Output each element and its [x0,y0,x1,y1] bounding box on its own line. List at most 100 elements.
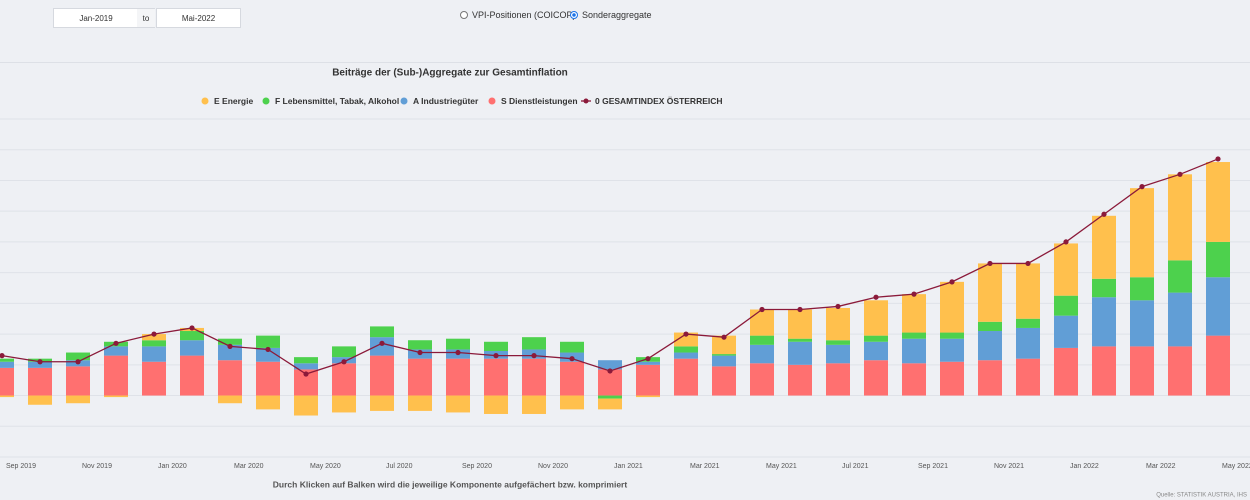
legend-label: A Industriegüter [413,96,479,106]
legend-label: F Lebensmittel, Tabak, Alkohol [275,96,399,106]
line-point [949,279,955,285]
x-tick-label: May 2021 [766,463,797,470]
bar-segment [636,364,660,396]
bar-segment [864,300,888,336]
radio-label: VPI-Positionen (COICOP) [472,10,576,20]
bar-segment [636,361,660,365]
line-point [645,356,651,362]
bar-segment [1206,241,1230,278]
bar-segment [712,354,736,356]
bar-segment [256,395,280,410]
bar-segment [978,321,1002,332]
radio-option[interactable]: VPI-Positionen (COICOP) [460,10,576,20]
line-point [341,359,347,365]
bar-segment [484,358,508,396]
bar-segment [1054,295,1078,316]
line-point [569,356,575,362]
bar-segment [560,361,584,396]
line-point [797,306,803,313]
bar-segment [864,360,888,396]
bar-segment [560,341,584,353]
bar-segment [1092,346,1116,396]
source: Quelle: STATISTIK AUSTRIA, IHS [1156,493,1247,499]
line-point [683,331,689,337]
bar-segment [104,395,128,398]
line-point [1025,260,1031,267]
bar-segment [522,358,546,396]
bar-segment [1092,215,1116,279]
bar-segment [1016,263,1040,319]
bar-segment [218,360,242,396]
bar-segment [66,395,90,404]
legend-label: E Energie [214,96,253,106]
bar-segment [332,346,356,358]
bar-segment [332,363,356,396]
bar-segment [750,335,774,345]
bar-segment [940,338,964,362]
separator [0,62,1250,63]
legend-marker [488,97,496,105]
bar-segment [294,357,318,364]
line-point [75,359,81,365]
radio-dot[interactable] [570,11,578,19]
line-point [1101,211,1107,217]
bar-segment [826,307,850,341]
bar-segment [940,281,964,333]
x-tick-label: Jul 2020 [386,463,413,470]
x-tick-label: May 2022 [1222,463,1250,470]
bar-segment [0,395,14,398]
bar-segment [864,341,888,361]
legend-label: S Dienstleistungen [501,96,578,106]
bar-segment [598,398,622,410]
bar-segment [712,355,736,367]
bar-segment [66,352,90,361]
bar-segment [1016,358,1040,396]
line-point [759,306,765,313]
line-point [607,368,613,374]
bar-segment [978,331,1002,361]
x-tick-label: Mar 2020 [234,463,264,470]
radio-label: Sonderaggregate [582,10,652,20]
line-point [1139,184,1145,190]
bar-segment [104,346,128,356]
date-to[interactable]: Mai-2022 [156,8,241,28]
bar-segment [180,340,204,356]
bar-segment [218,344,242,361]
line-point [417,349,423,356]
x-tick-label: Nov 2020 [538,463,568,470]
bar-segment [674,358,698,396]
bar-segment [256,361,280,396]
x-tick-label: Sep 2020 [462,463,492,470]
bar-segment [940,332,964,339]
bar-segment [750,363,774,396]
radio-dot[interactable] [460,11,468,19]
bar-segment [1130,277,1154,301]
line-point [151,331,157,337]
x-tick-label: Jan 2022 [1070,463,1099,470]
bar-segment [104,355,128,396]
bar-segment [370,395,394,411]
note: Durch Klicken auf Balken wird die jeweil… [273,479,628,489]
line-point [873,294,879,300]
chart-title: Beiträge der (Sub-)Aggregate zur Gesamti… [332,68,568,79]
line-point [227,343,233,349]
bar-segment [1054,315,1078,348]
line-point [493,353,499,359]
radio-option[interactable]: Sonderaggregate [570,10,652,20]
bar-segment [484,341,508,351]
x-tick-label: Mar 2022 [1146,463,1176,470]
bar-segment [864,335,888,342]
bar-segment [712,366,736,396]
bar-segment [1130,346,1154,396]
bar-segment [1016,318,1040,328]
bar-segment [1054,243,1078,296]
bar-segment [408,340,432,350]
line-point [1215,156,1221,162]
line-point [455,349,461,356]
bar-segment [218,395,242,404]
bar-segment [674,332,698,347]
bar-segment [408,395,432,411]
bar-segment [66,366,90,396]
bar-segment [598,395,622,399]
bar-segment [826,340,850,345]
